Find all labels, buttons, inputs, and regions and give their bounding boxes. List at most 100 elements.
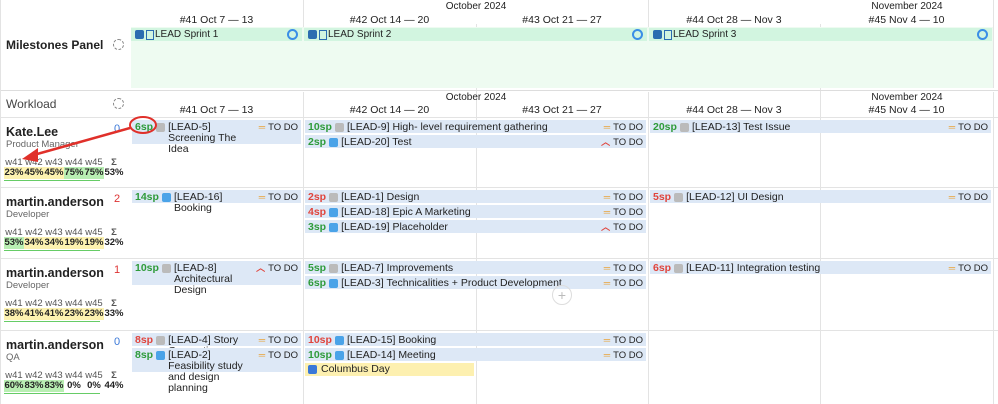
task-card[interactable]: 6sp [LEAD-11] Integration testing ═ TO DO: [650, 261, 991, 274]
issue-title: [LEAD-15] Booking: [347, 335, 601, 346]
issue-key: [LEAD-16]: [173, 192, 223, 203]
load-header: w44: [65, 298, 83, 309]
load-value: 44%: [104, 380, 124, 391]
load-value: 75%: [84, 167, 104, 179]
issue-key: [LEAD-7]: [341, 263, 384, 274]
add-button[interactable]: +: [552, 285, 572, 305]
story-points: 10sp: [308, 334, 332, 346]
issue-summary: Meeting: [398, 350, 436, 361]
sprint-icon: [319, 30, 327, 40]
task-card[interactable]: 14sp [LEAD-16] Booking ═ TO DO: [132, 190, 301, 214]
issue-summary: UI Design: [737, 192, 784, 203]
person-name: martin.anderson: [6, 195, 104, 209]
grid-line: [303, 92, 304, 404]
task-card[interactable]: 5sp [LEAD-7] Improvements ═ TO DO: [305, 261, 646, 274]
task-card[interactable]: 10sp [LEAD-15] Booking ═ TO DO: [305, 333, 646, 346]
issue-type-icon: [156, 123, 166, 132]
load-value: 19%: [84, 237, 104, 249]
priority-icon: ═: [603, 278, 611, 288]
load-value: 41%: [44, 308, 64, 320]
load-header: w45: [85, 157, 103, 168]
status: TO DO: [268, 335, 298, 346]
story-points: 4sp: [308, 206, 327, 218]
row-divider: [0, 117, 998, 118]
load-underline: [4, 321, 100, 322]
month-label: October 2024: [445, 92, 507, 103]
task-card[interactable]: 2sp [LEAD-1] Design ═ TO DO: [305, 190, 646, 203]
load-header: w41: [5, 157, 23, 168]
person-role: Product Manager: [6, 139, 79, 150]
week-label: #45 Nov 4 — 10: [868, 14, 945, 26]
story-points: 20sp: [653, 121, 677, 133]
story-points: 8sp: [135, 334, 154, 346]
load-header: w44: [65, 370, 83, 381]
issue-summary: Design: [386, 192, 420, 203]
task-card[interactable]: 8sp [LEAD-2] Feasibility study and design…: [132, 348, 301, 394]
priority-icon: ═: [603, 335, 611, 345]
sprint-icon: [308, 30, 317, 39]
task-card[interactable]: 5sp [LEAD-12] UI Design ═ TO DO: [650, 190, 991, 203]
story-points: 10sp: [308, 121, 332, 133]
issue-summary: High- level requirement gathering: [392, 122, 548, 133]
priority-icon: ═: [603, 122, 611, 132]
divider: [0, 0, 1, 404]
task-card[interactable]: 10sp [LEAD-9] High- level requirement gat…: [305, 120, 646, 133]
issue-title: [LEAD-5] Screening The Idea: [168, 122, 256, 155]
issue-key: [LEAD-2]: [168, 350, 211, 361]
settings-gear[interactable]: [113, 39, 124, 50]
issue-type-icon: [329, 208, 339, 217]
priority-icon: ︿: [601, 137, 611, 147]
task-card[interactable]: 10sp [LEAD-8] Architectural Design ︿ TO DO: [132, 261, 301, 296]
section-title: Workload: [6, 97, 57, 111]
grid-line: [648, 92, 649, 404]
issue-title: [LEAD-12] UI Design: [686, 192, 946, 203]
sprint-bar[interactable]: LEAD Sprint 1: [131, 28, 302, 41]
issue-summary: Booking: [173, 202, 212, 214]
person-name: Kate.Lee: [6, 125, 59, 139]
load-value: 19%: [64, 237, 84, 249]
task-card[interactable]: 3sp [LEAD-19] Placeholder ︿ TO DO: [305, 220, 646, 233]
load-underline: [4, 393, 100, 394]
status: TO DO: [613, 207, 643, 218]
issue-type-icon: [329, 264, 339, 273]
issue-title: [LEAD-1] Design: [341, 192, 601, 203]
status: TO DO: [268, 263, 298, 274]
issue-summary: Architectural Design: [173, 273, 233, 296]
priority-icon: ═: [603, 350, 611, 360]
priority-icon: ︿: [601, 222, 611, 232]
load-header: w43: [45, 227, 63, 238]
sync-icon: [632, 29, 643, 40]
row-divider: [0, 258, 998, 259]
issue-title: [LEAD-13] Test Issue: [692, 122, 946, 133]
story-points: 6sp: [135, 121, 154, 133]
task-card[interactable]: 2sp [LEAD-20] Test ︿ TO DO: [305, 135, 646, 148]
issue-type-icon: [334, 123, 344, 132]
status: TO DO: [613, 335, 643, 346]
week-label: #44 Oct 28 — Nov 3: [686, 14, 782, 26]
issue-summary: Improvements: [386, 263, 454, 274]
load-value: 0%: [67, 380, 81, 391]
issue-type-icon: [329, 279, 339, 288]
issue-key: [LEAD-13]: [691, 122, 741, 133]
sprint-bar[interactable]: LEAD Sprint 3: [649, 28, 992, 41]
task-card[interactable]: 20sp [LEAD-13] Test Issue ═ TO DO: [650, 120, 991, 133]
issue-title: [LEAD-18] Epic A Marketing: [341, 207, 601, 218]
task-card[interactable]: 6sp [LEAD-5] Screening The Idea ═ TO DO: [132, 120, 301, 155]
load-value: 53%: [104, 167, 124, 178]
person-name: martin.anderson: [6, 266, 104, 280]
sprint-bar[interactable]: LEAD Sprint 2: [304, 28, 647, 41]
priority-icon: ═: [603, 207, 611, 217]
month-label: November 2024: [871, 1, 943, 12]
issue-type-icon: [156, 351, 166, 360]
issue-key: [LEAD-9]: [346, 122, 390, 133]
settings-gear[interactable]: [113, 98, 124, 109]
issue-type-icon: [329, 223, 339, 232]
issue-key: [LEAD-1]: [341, 192, 384, 203]
issue-key: [LEAD-8]: [173, 263, 217, 274]
task-card[interactable]: 10sp [LEAD-14] Meeting ═ TO DO: [305, 348, 646, 361]
issue-type-icon: [156, 336, 166, 345]
load-header: Σ: [111, 370, 117, 381]
task-card[interactable]: 4sp [LEAD-18] Epic A Marketing ═ TO DO: [305, 205, 646, 218]
story-points: 14sp: [135, 191, 159, 203]
